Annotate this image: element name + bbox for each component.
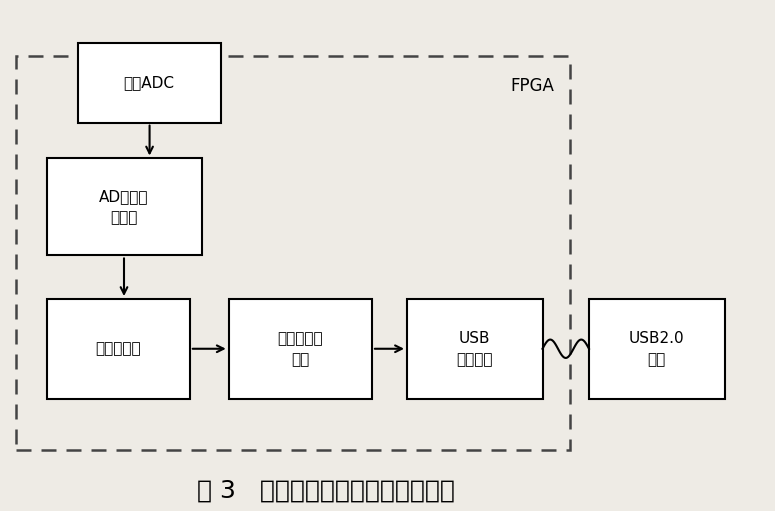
- Bar: [46, 299, 190, 399]
- Text: USB2.0
接口: USB2.0 接口: [629, 331, 684, 367]
- Text: USB
控制单元: USB 控制单元: [456, 331, 493, 367]
- Text: 高速ADC: 高速ADC: [124, 76, 174, 90]
- Bar: [229, 299, 372, 399]
- Text: AD采样缓
存单元: AD采样缓 存单元: [99, 189, 149, 225]
- Text: 存储器控制
单元: 存储器控制 单元: [277, 331, 323, 367]
- Bar: [407, 299, 542, 399]
- Bar: [78, 43, 221, 123]
- Bar: [16, 56, 570, 450]
- Bar: [46, 158, 202, 256]
- Bar: [589, 299, 725, 399]
- Text: 累加器单元: 累加器单元: [95, 341, 141, 356]
- Text: FPGA: FPGA: [510, 77, 554, 95]
- Text: 图 3   硬件算法功能框图和模块划分: 图 3 硬件算法功能框图和模块划分: [197, 479, 454, 502]
